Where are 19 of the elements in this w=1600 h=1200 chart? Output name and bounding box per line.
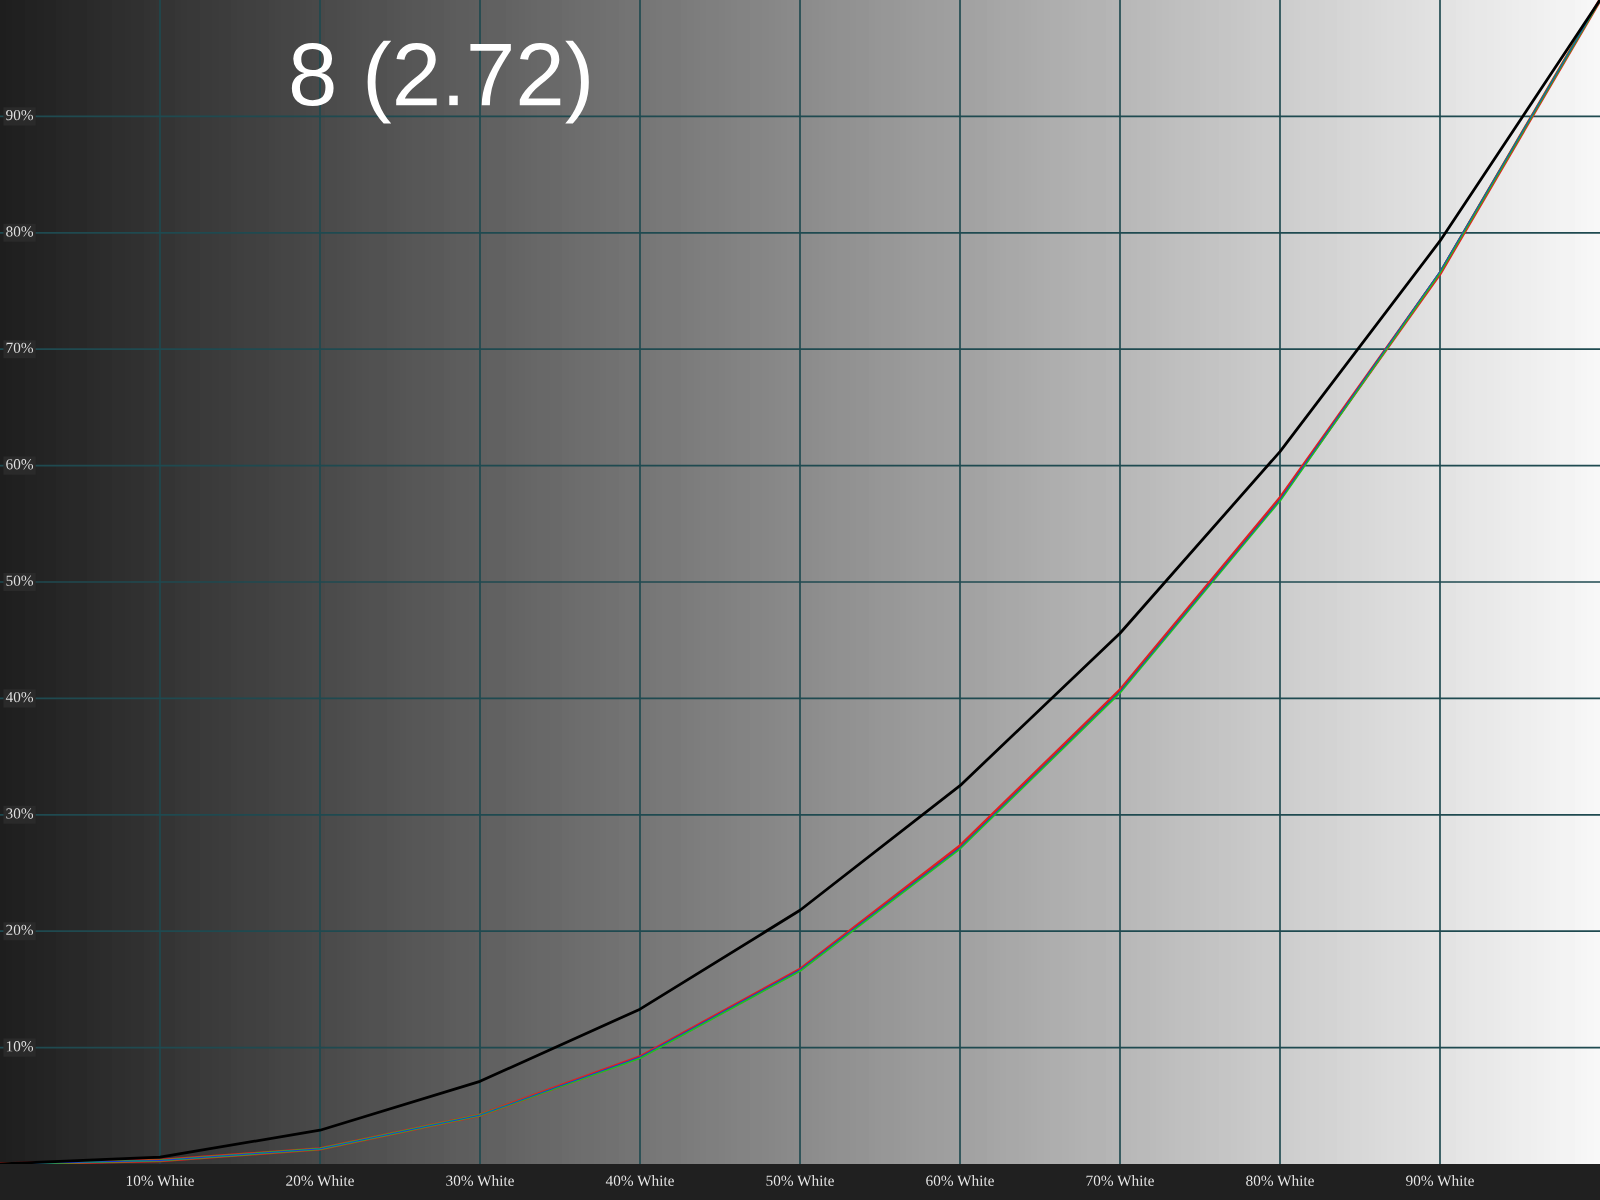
chart-title: 8 (2.72) [291,40,589,124]
x-tick-label: 70% White [1086,1175,1154,1186]
x-tick-label: 40% White [605,1175,674,1186]
x-tick-label: 10% White [126,1175,194,1186]
x-tick-label: 50% White [766,1175,834,1186]
y-tick-label: 80% [6,226,34,237]
x-tick-label: 30% White [446,1175,514,1186]
y-tick-label: 30% [6,808,34,819]
x-tick-label: 60% White [926,1175,994,1186]
y-tick-label: 10% [6,1041,34,1052]
x-tick-label: 20% White [286,1175,354,1186]
y-tick-label: 50% [6,575,34,586]
x-tick-label: 80% White [1246,1175,1314,1186]
y-tick-label: 40% [5,691,34,703]
x-tick-label: 90% White [1406,1175,1474,1186]
y-tick-label: 90% [6,109,34,121]
y-tick-label: 20% [6,924,34,936]
y-tick-label: 60% [6,459,34,470]
y-tick-label: 70% [6,342,34,354]
